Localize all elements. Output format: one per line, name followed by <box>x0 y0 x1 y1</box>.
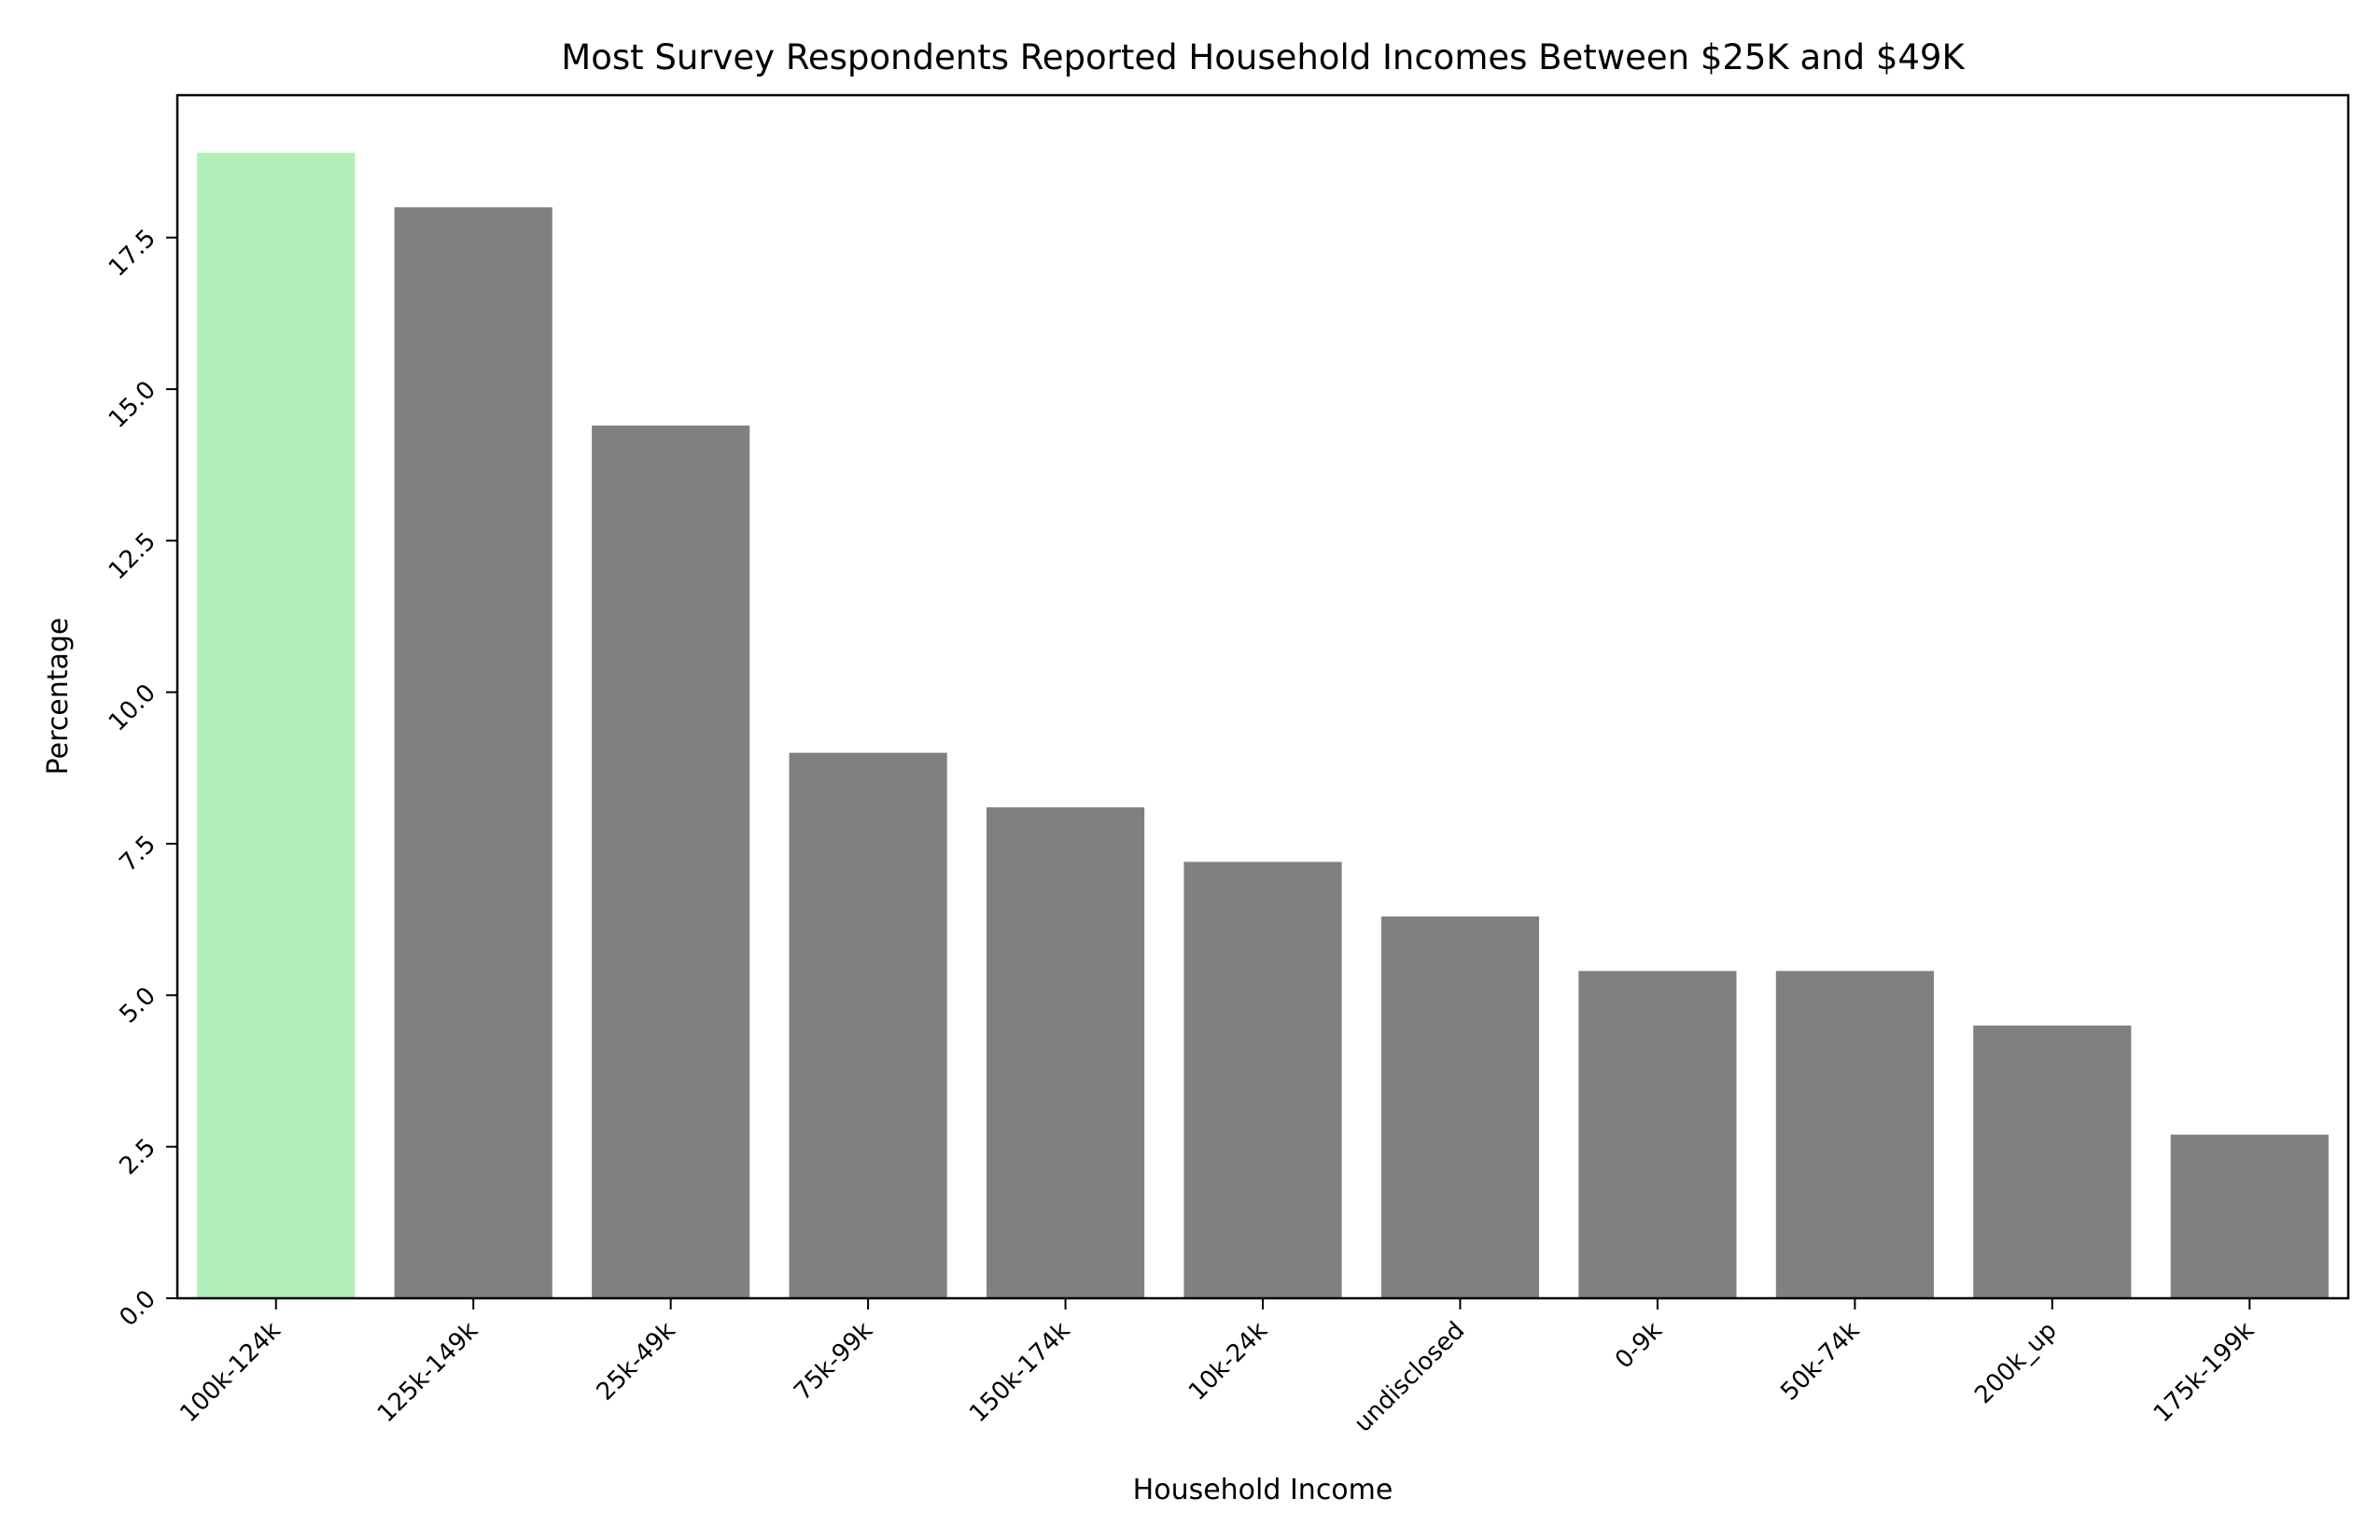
bar-200k_up <box>1973 1025 2132 1298</box>
bar-undisclosed <box>1380 916 1540 1298</box>
x-tick-label: 125k-149k <box>372 1317 483 1428</box>
x-tick-label: 200k_up <box>1969 1317 2062 1409</box>
plot-frame <box>175 93 2350 1300</box>
x-tick-label: 75k-99k <box>789 1317 878 1407</box>
chart-title: Most Survey Respondents Reported Househo… <box>561 37 1966 77</box>
x-tick-label: 10k-24k <box>1183 1317 1273 1407</box>
x-tick-label: 150k-174k <box>964 1317 1075 1428</box>
y-axis-ticks: 0.0 2.5 5.0 7.5 10.0 12.5 15.0 17.5 <box>104 224 177 1332</box>
bar-25k-49k <box>592 425 750 1298</box>
bar-0-9k <box>1578 971 1737 1298</box>
x-axis-label: Household Income <box>1133 1474 1393 1506</box>
bar-175k-199k <box>2170 1134 2329 1298</box>
bar-150k-174k <box>986 807 1145 1298</box>
bar-75k-99k <box>789 752 947 1298</box>
y-tick-label: 7.5 <box>114 831 161 877</box>
x-tick-label: 175k-199k <box>2149 1317 2260 1428</box>
y-tick-label: 12.5 <box>104 527 161 585</box>
x-tick-label: 50k-74k <box>1775 1317 1865 1407</box>
y-tick-label: 2.5 <box>114 1133 161 1180</box>
y-tick-label: 15.0 <box>104 376 161 434</box>
x-tick-label: 100k-124k <box>175 1317 286 1428</box>
bar-100k-124k <box>197 152 356 1298</box>
bar-10k-24k <box>1183 861 1342 1298</box>
bar-125k-149k <box>394 207 553 1298</box>
bars-group <box>197 152 2329 1298</box>
y-axis-label: Percentage <box>42 618 75 776</box>
x-tick-label: 0-9k <box>1610 1317 1668 1375</box>
y-tick-label: 10.0 <box>104 679 161 736</box>
y-tick-label: 5.0 <box>114 982 161 1029</box>
x-tick-label: undisclosed <box>1350 1317 1471 1438</box>
y-tick-label: 17.5 <box>104 224 161 282</box>
bar-50k-74k <box>1775 971 1934 1298</box>
y-tick-label: 0.0 <box>114 1285 161 1332</box>
x-axis-ticks: 100k-124k 125k-149k 25k-49k 75k-99k 150k-174… <box>175 1298 2260 1438</box>
x-tick-label: 25k-49k <box>592 1317 681 1407</box>
